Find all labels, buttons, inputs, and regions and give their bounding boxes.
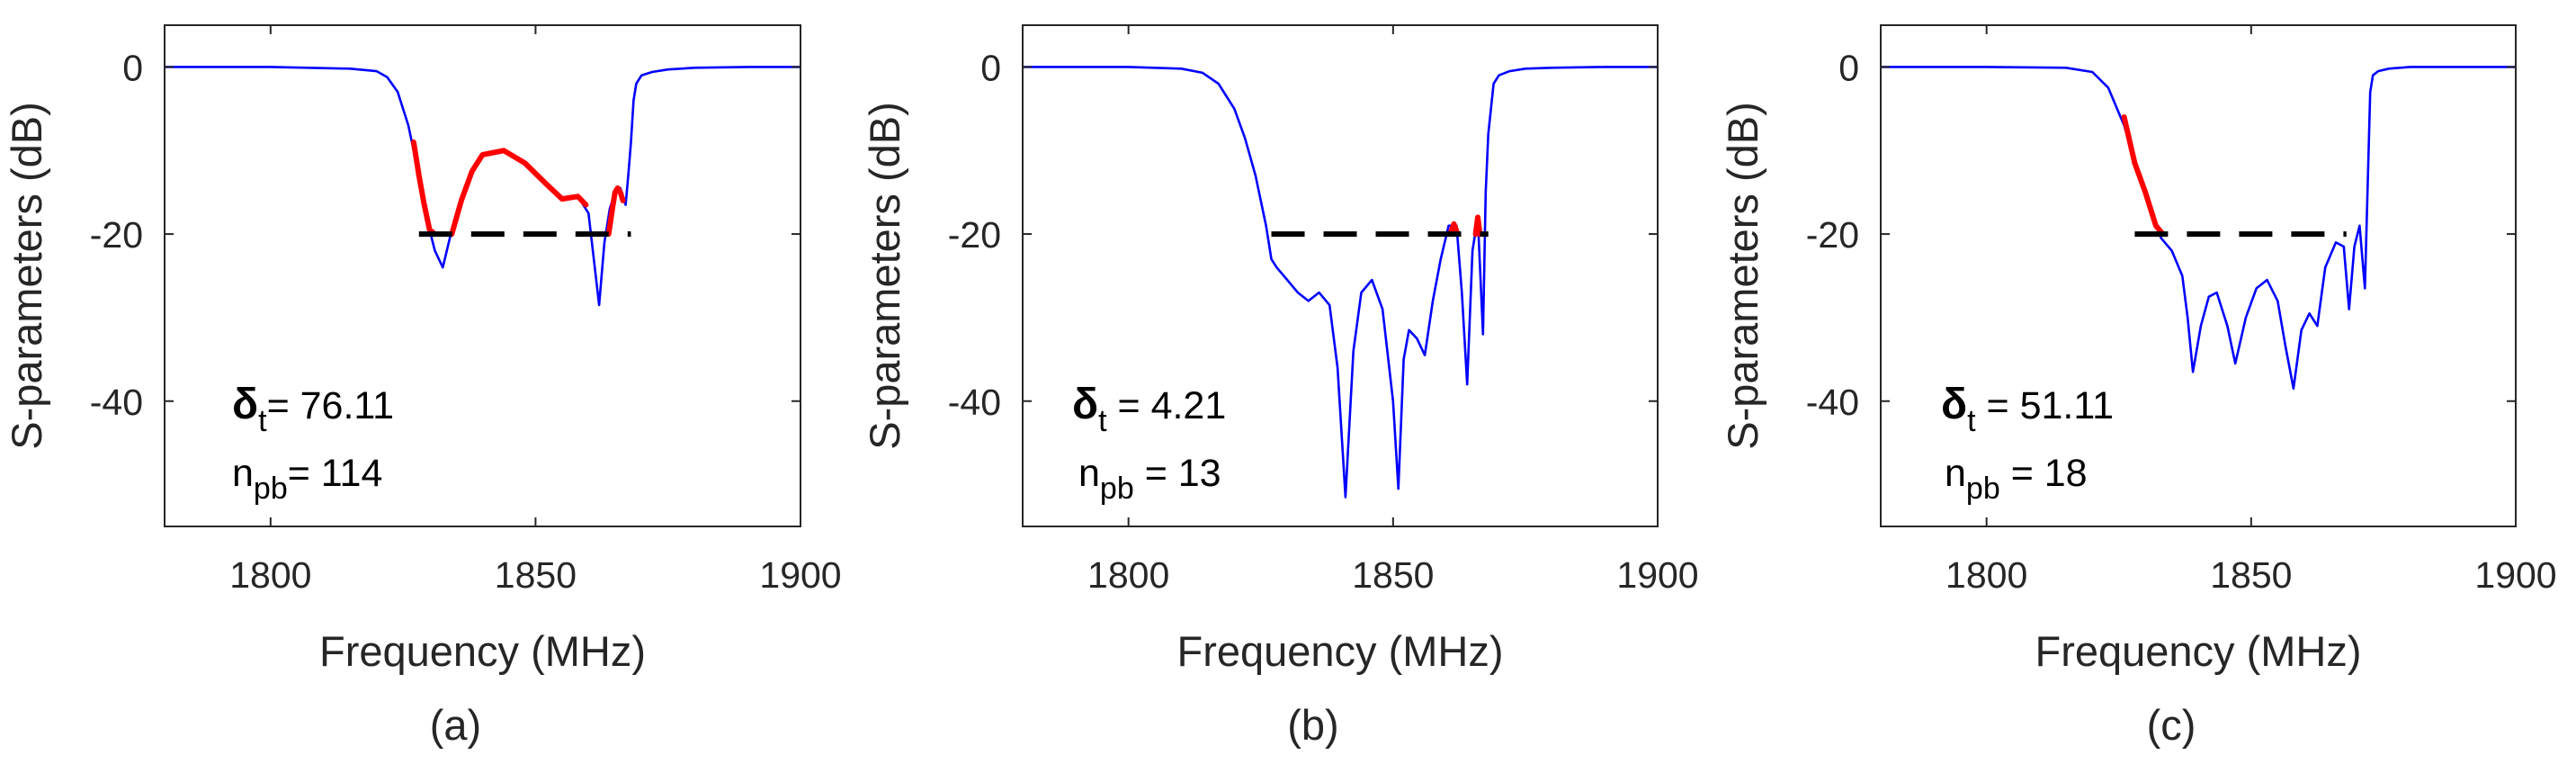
x-tick-label: 1850 bbox=[495, 554, 577, 596]
annotation-symbol: δ bbox=[232, 381, 258, 428]
x-tick-label: 1800 bbox=[1945, 554, 2027, 596]
plot-area bbox=[165, 25, 801, 526]
delta-annotation: δt= 76.11 bbox=[232, 381, 394, 438]
axes-box bbox=[164, 24, 801, 527]
x-axis-label: Frequency (MHz) bbox=[2035, 627, 2361, 675]
y-axis-label: S-parameters (dB) bbox=[861, 102, 908, 450]
x-tick-label: 1850 bbox=[2210, 554, 2292, 596]
axes-box bbox=[1880, 24, 2517, 527]
panel-2: 1800 1850 1900 0 -20 -40 Frequency (MHz) S-para… bbox=[861, 24, 1699, 749]
response-line bbox=[1023, 66, 1658, 499]
y-axis-label: S-parameters (dB) bbox=[1719, 102, 1767, 450]
annotation-symbol: n bbox=[1078, 452, 1100, 495]
annotation-subscript: pb bbox=[1100, 472, 1134, 506]
panel-label: (b) bbox=[1287, 701, 1338, 749]
violation-segment-1 bbox=[2121, 114, 2166, 238]
y-tick-label: 0 bbox=[980, 47, 1001, 88]
y-tick-label: 0 bbox=[122, 47, 143, 88]
y-tick-label: -20 bbox=[948, 214, 1001, 256]
y-tick-label: 0 bbox=[1838, 47, 1859, 88]
npb-annotation: npb= 114 bbox=[232, 452, 382, 506]
axes-box bbox=[1022, 24, 1659, 527]
npb-annotation: npb = 18 bbox=[1945, 452, 2088, 506]
panel-label: (c) bbox=[2147, 701, 2196, 749]
panel-3: 1800 1850 1900 0 -20 -40 Frequency (MHz) S-para… bbox=[1719, 24, 2557, 749]
panel-label: (a) bbox=[430, 701, 481, 749]
y-tick-label: -40 bbox=[90, 382, 143, 423]
annotation-value: = 13 bbox=[1134, 452, 1221, 495]
violation-segment-2 bbox=[449, 148, 589, 238]
x-tick-label: 1900 bbox=[2474, 554, 2556, 596]
y-axis-label: S-parameters (dB) bbox=[3, 102, 50, 450]
annotation-symbol: n bbox=[232, 452, 254, 495]
annotation-value: = 114 bbox=[288, 452, 383, 495]
plot-content bbox=[165, 66, 801, 307]
violation-segment-2 bbox=[1472, 214, 1483, 238]
delta-annotation: δt = 4.21 bbox=[1072, 381, 1226, 438]
y-tick-label: -20 bbox=[90, 214, 143, 256]
annotation-symbol: δ bbox=[1941, 381, 1967, 428]
annotation-symbol: n bbox=[1945, 452, 1966, 495]
y-tick-label: -40 bbox=[948, 382, 1001, 423]
annotation-subscript: pb bbox=[254, 472, 288, 506]
annotation-subscript: pb bbox=[1966, 472, 2000, 506]
annotation-value: = 18 bbox=[2000, 452, 2088, 495]
plot-content bbox=[1881, 66, 2516, 391]
delta-annotation: δt = 51.11 bbox=[1941, 381, 2114, 438]
x-tick-label: 1850 bbox=[1352, 554, 1434, 596]
annotation-symbol: δ bbox=[1072, 381, 1098, 428]
violation-segment-1 bbox=[1447, 220, 1461, 238]
annotation-subscript: t bbox=[258, 404, 267, 438]
x-axis-label: Frequency (MHz) bbox=[319, 627, 646, 675]
annotation-value: = 4.21 bbox=[1107, 384, 1227, 427]
x-tick-label: 1900 bbox=[1616, 554, 1698, 596]
x-tick-label: 1800 bbox=[229, 554, 311, 596]
annotation-value: = 76.11 bbox=[267, 384, 394, 427]
plot-area bbox=[1023, 25, 1658, 526]
violation-segment-1 bbox=[410, 139, 438, 238]
plot-area bbox=[1881, 25, 2516, 526]
panel-1: 1800 1850 1900 0 -20 -40 Frequency (MHz) S-para… bbox=[3, 24, 842, 749]
annotation-value: = 51.11 bbox=[1976, 384, 2114, 427]
x-axis-label: Frequency (MHz) bbox=[1176, 627, 1503, 675]
x-tick-label: 1800 bbox=[1087, 554, 1169, 596]
npb-annotation: npb = 13 bbox=[1078, 452, 1221, 506]
x-tick-label: 1900 bbox=[759, 554, 841, 596]
violation-segment-3 bbox=[605, 185, 626, 238]
y-tick-label: -20 bbox=[1806, 214, 1859, 256]
annotation-subscript: t bbox=[1098, 404, 1107, 438]
plot-content bbox=[1023, 66, 1658, 499]
annotation-subscript: t bbox=[1967, 404, 1976, 438]
y-tick-label: -40 bbox=[1806, 382, 1859, 423]
